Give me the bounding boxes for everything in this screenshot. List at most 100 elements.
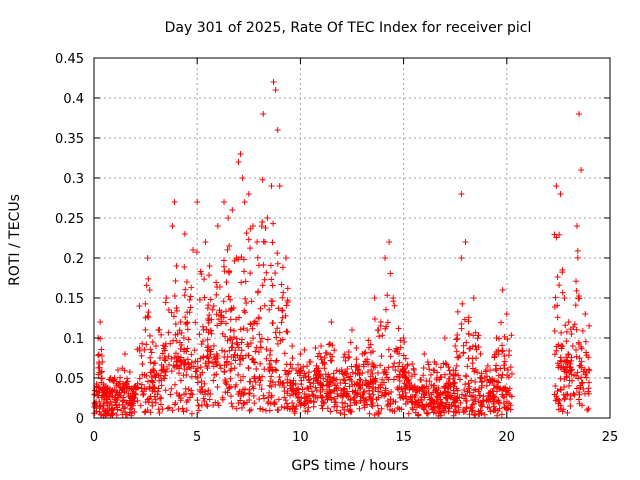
data-point bbox=[193, 249, 200, 256]
data-point bbox=[287, 380, 294, 387]
data-point bbox=[227, 375, 234, 382]
data-point bbox=[226, 384, 233, 391]
data-point bbox=[142, 314, 149, 321]
data-point bbox=[382, 255, 389, 261]
data-point bbox=[193, 368, 200, 375]
data-point bbox=[300, 363, 307, 370]
data-point bbox=[219, 396, 226, 403]
data-point bbox=[476, 392, 483, 399]
data-point bbox=[486, 379, 493, 386]
data-point bbox=[466, 345, 473, 352]
data-point bbox=[478, 382, 485, 389]
data-point bbox=[230, 327, 237, 334]
data-point bbox=[289, 399, 296, 406]
data-point bbox=[437, 409, 444, 416]
data-point bbox=[491, 353, 498, 360]
data-point bbox=[257, 405, 264, 412]
data-point bbox=[173, 337, 180, 344]
data-point bbox=[126, 369, 133, 376]
data-point bbox=[172, 399, 179, 406]
data-point bbox=[263, 346, 270, 353]
data-point bbox=[276, 183, 283, 189]
data-point bbox=[585, 405, 592, 412]
data-point bbox=[461, 395, 468, 402]
data-point bbox=[200, 326, 207, 333]
data-point bbox=[478, 402, 485, 409]
data-point bbox=[469, 407, 476, 414]
data-point bbox=[266, 360, 273, 367]
data-point bbox=[214, 384, 221, 391]
data-point bbox=[319, 360, 326, 367]
data-point bbox=[128, 394, 135, 401]
data-point bbox=[411, 384, 418, 391]
data-point bbox=[348, 363, 355, 370]
data-point bbox=[458, 191, 465, 197]
data-point bbox=[168, 385, 175, 392]
data-point bbox=[428, 406, 435, 413]
data-point bbox=[207, 327, 214, 334]
data-point bbox=[329, 353, 336, 360]
data-point bbox=[350, 395, 357, 402]
data-point bbox=[332, 399, 339, 406]
data-point bbox=[151, 384, 158, 391]
data-point bbox=[184, 319, 191, 326]
data-point bbox=[173, 389, 180, 396]
data-point bbox=[408, 373, 415, 380]
data-point bbox=[458, 255, 465, 262]
data-point bbox=[223, 279, 230, 286]
data-point bbox=[380, 370, 387, 377]
data-point bbox=[162, 354, 169, 361]
data-point bbox=[98, 353, 105, 360]
data-point bbox=[96, 369, 103, 376]
data-point bbox=[327, 408, 334, 415]
data-point bbox=[585, 379, 592, 386]
data-point bbox=[478, 370, 485, 377]
data-point bbox=[558, 345, 565, 352]
data-point bbox=[400, 335, 407, 341]
data-point bbox=[258, 335, 265, 342]
data-point bbox=[438, 400, 445, 407]
data-point bbox=[472, 379, 479, 386]
data-point bbox=[423, 383, 430, 390]
data-point bbox=[410, 367, 417, 373]
data-point bbox=[146, 385, 153, 392]
data-point bbox=[382, 325, 389, 332]
data-point bbox=[372, 385, 379, 392]
data-point bbox=[172, 321, 179, 328]
data-point bbox=[241, 309, 248, 316]
data-point bbox=[395, 386, 402, 393]
data-point bbox=[214, 322, 221, 329]
data-point bbox=[578, 358, 585, 365]
data-point bbox=[450, 379, 457, 386]
data-point bbox=[371, 295, 378, 301]
data-point bbox=[313, 362, 320, 369]
data-point bbox=[579, 327, 586, 334]
data-point bbox=[568, 330, 575, 337]
data-point bbox=[444, 395, 451, 402]
data-point bbox=[462, 381, 469, 388]
data-point bbox=[402, 389, 409, 396]
data-point bbox=[245, 236, 252, 243]
data-point bbox=[394, 404, 401, 411]
data-point bbox=[447, 381, 454, 388]
data-point bbox=[136, 375, 143, 382]
data-point bbox=[347, 373, 354, 380]
data-point bbox=[257, 344, 264, 351]
data-point bbox=[499, 347, 506, 354]
data-point bbox=[456, 376, 463, 383]
data-point bbox=[184, 397, 191, 404]
data-point bbox=[240, 256, 247, 263]
data-point bbox=[507, 406, 514, 413]
data-point bbox=[474, 335, 481, 342]
x-axis: 0 5 10 15 20 25 bbox=[90, 58, 618, 445]
data-point bbox=[274, 260, 281, 267]
data-point bbox=[227, 296, 234, 303]
data-point bbox=[129, 394, 136, 401]
data-point bbox=[148, 349, 155, 356]
y-tick-label: 0.15 bbox=[55, 292, 84, 307]
data-point bbox=[287, 379, 294, 386]
data-point bbox=[177, 319, 184, 325]
data-point bbox=[360, 361, 367, 368]
data-point bbox=[108, 401, 115, 408]
data-point bbox=[149, 339, 156, 346]
